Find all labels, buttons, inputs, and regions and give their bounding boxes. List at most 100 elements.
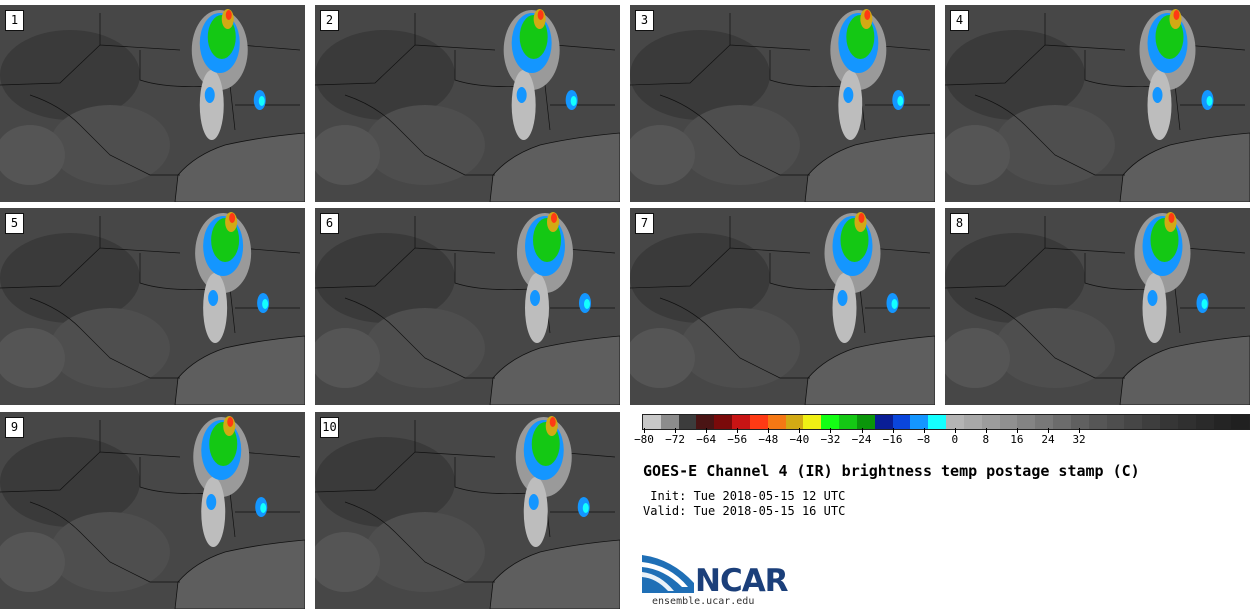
color-swatch	[1070, 415, 1089, 429]
gulf-of-mexico	[489, 132, 620, 202]
color-bar	[642, 414, 1250, 430]
cold-top-red	[549, 417, 556, 427]
tick-mark	[1079, 428, 1081, 433]
map-panel: 1	[0, 5, 305, 202]
dry-region	[630, 233, 770, 323]
cold-top-red	[227, 417, 234, 427]
terrain-region	[945, 328, 1010, 388]
cell-blue	[1147, 290, 1158, 306]
color-swatch	[1195, 415, 1214, 429]
color-swatch	[892, 415, 911, 429]
cell-blue	[843, 87, 854, 103]
state-borders	[0, 420, 301, 583]
cell-blue	[530, 290, 540, 306]
color-swatch	[981, 415, 1000, 429]
gulf-of-mexico	[174, 539, 305, 609]
cold-top-red	[1168, 213, 1175, 223]
cell-blue	[837, 290, 848, 306]
dry-region	[315, 437, 455, 527]
terrain-region	[630, 328, 695, 388]
color-swatch	[910, 415, 929, 429]
panel-number: 8	[950, 213, 969, 234]
state-borders	[945, 13, 1246, 176]
gulf-of-mexico	[1119, 335, 1250, 405]
tick-label: −56	[727, 433, 748, 446]
tick-mark	[675, 428, 677, 433]
color-swatch	[1142, 415, 1161, 429]
gulf-of-mexico	[174, 335, 305, 405]
map-panel: 6	[315, 208, 620, 405]
ncar-logo-text: NCAR	[695, 563, 789, 599]
panel-number: 4	[950, 10, 969, 31]
cell-cyan	[582, 503, 589, 513]
color-swatch	[874, 415, 893, 429]
terrain-region	[365, 308, 485, 388]
dry-region	[945, 233, 1085, 323]
tick-label: −64	[696, 433, 717, 446]
cold-top-red	[229, 213, 236, 223]
init-time: Init: Tue 2018-05-15 12 UTC	[643, 489, 846, 503]
gulf-of-mexico	[489, 335, 620, 405]
terrain-region	[680, 105, 800, 185]
color-swatch	[1124, 415, 1143, 429]
cell-cyan	[891, 299, 898, 309]
cell-cyan	[897, 96, 904, 106]
valid-time: Valid: Tue 2018-05-15 16 UTC	[643, 504, 846, 518]
terrain-region	[0, 532, 65, 592]
ncar-logo-icon	[642, 555, 694, 593]
site-url: ensemble.ucar.edu	[652, 596, 755, 607]
tick-mark	[644, 428, 645, 433]
ir-map	[315, 9, 620, 202]
cold-top-red	[551, 213, 557, 223]
map-panel: 7	[630, 208, 935, 405]
tick-mark	[923, 428, 925, 433]
cloud-band	[201, 477, 226, 547]
color-swatch	[1088, 415, 1107, 429]
cloud-band	[511, 70, 536, 140]
dry-region	[315, 233, 455, 323]
color-swatch	[696, 415, 715, 429]
gulf-of-mexico	[174, 132, 305, 202]
terrain-region	[680, 308, 800, 388]
color-swatch	[1106, 415, 1125, 429]
cell-cyan	[570, 96, 577, 106]
color-swatch	[767, 415, 786, 429]
cloud-band	[199, 70, 224, 140]
terrain-region	[315, 532, 380, 592]
color-swatch	[1053, 415, 1071, 429]
tick-mark	[768, 428, 770, 433]
dry-region	[630, 30, 770, 120]
state-borders	[0, 216, 301, 379]
panel-number: 7	[635, 213, 654, 234]
gulf-of-mexico	[1119, 132, 1250, 202]
ir-map	[945, 9, 1250, 202]
cloud-band	[1142, 273, 1167, 343]
state-borders	[945, 216, 1246, 379]
color-swatch	[1160, 415, 1178, 429]
cold-top-red	[858, 213, 865, 223]
tick-mark	[1048, 428, 1049, 433]
cloud-band	[838, 70, 863, 140]
gulf-of-mexico	[804, 132, 935, 202]
cell-blue	[206, 494, 217, 510]
cold-top-red	[864, 10, 871, 20]
ir-map	[630, 9, 935, 202]
tick-mark	[737, 428, 739, 433]
state-borders	[0, 13, 301, 176]
tick-label: −48	[758, 433, 779, 446]
color-swatch	[1213, 415, 1232, 429]
cell-cyan	[1206, 96, 1213, 106]
color-swatch	[856, 415, 875, 429]
terrain-region	[945, 125, 1010, 185]
panel-number: 5	[5, 213, 24, 234]
panel-number: 1	[5, 10, 24, 31]
tick-label: 0	[951, 433, 959, 446]
terrain-region	[50, 308, 170, 388]
tick-label: −16	[882, 433, 903, 446]
cold-top-red	[1173, 10, 1180, 20]
cloud-band	[523, 477, 548, 547]
map-panel: 2	[315, 5, 620, 202]
tick-mark	[954, 428, 956, 433]
figure-title: GOES-E Channel 4 (IR) brightness temp po…	[643, 462, 1140, 480]
color-swatch	[1035, 415, 1054, 429]
